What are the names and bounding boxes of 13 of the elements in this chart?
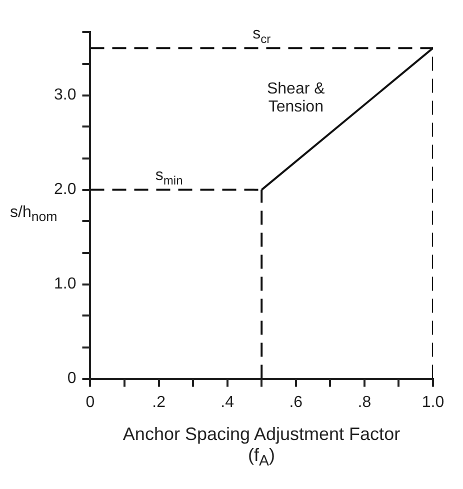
y-tick-label: 3.0 [54, 86, 76, 104]
x-tick-label: .8 [358, 394, 372, 411]
x-tick-label: .6 [289, 394, 303, 411]
x-tick-label: 0 [86, 394, 95, 411]
y-tick-label: 0 [67, 370, 76, 388]
annotation: Shear & Tension [266, 80, 326, 116]
y-tick-label: 2.0 [54, 181, 76, 198]
x-tick-label: .4 [220, 394, 234, 411]
y-tick-label: 1.0 [54, 276, 76, 293]
x-tick-label: 1.0 [422, 394, 444, 411]
x-tick-label: .2 [152, 394, 166, 411]
y-axis-title: s/h$_{nom}$ [10, 204, 58, 224]
x-axis-title: Anchor Spacing Adjustment Factor (f$_{A}$) [122, 424, 402, 470]
